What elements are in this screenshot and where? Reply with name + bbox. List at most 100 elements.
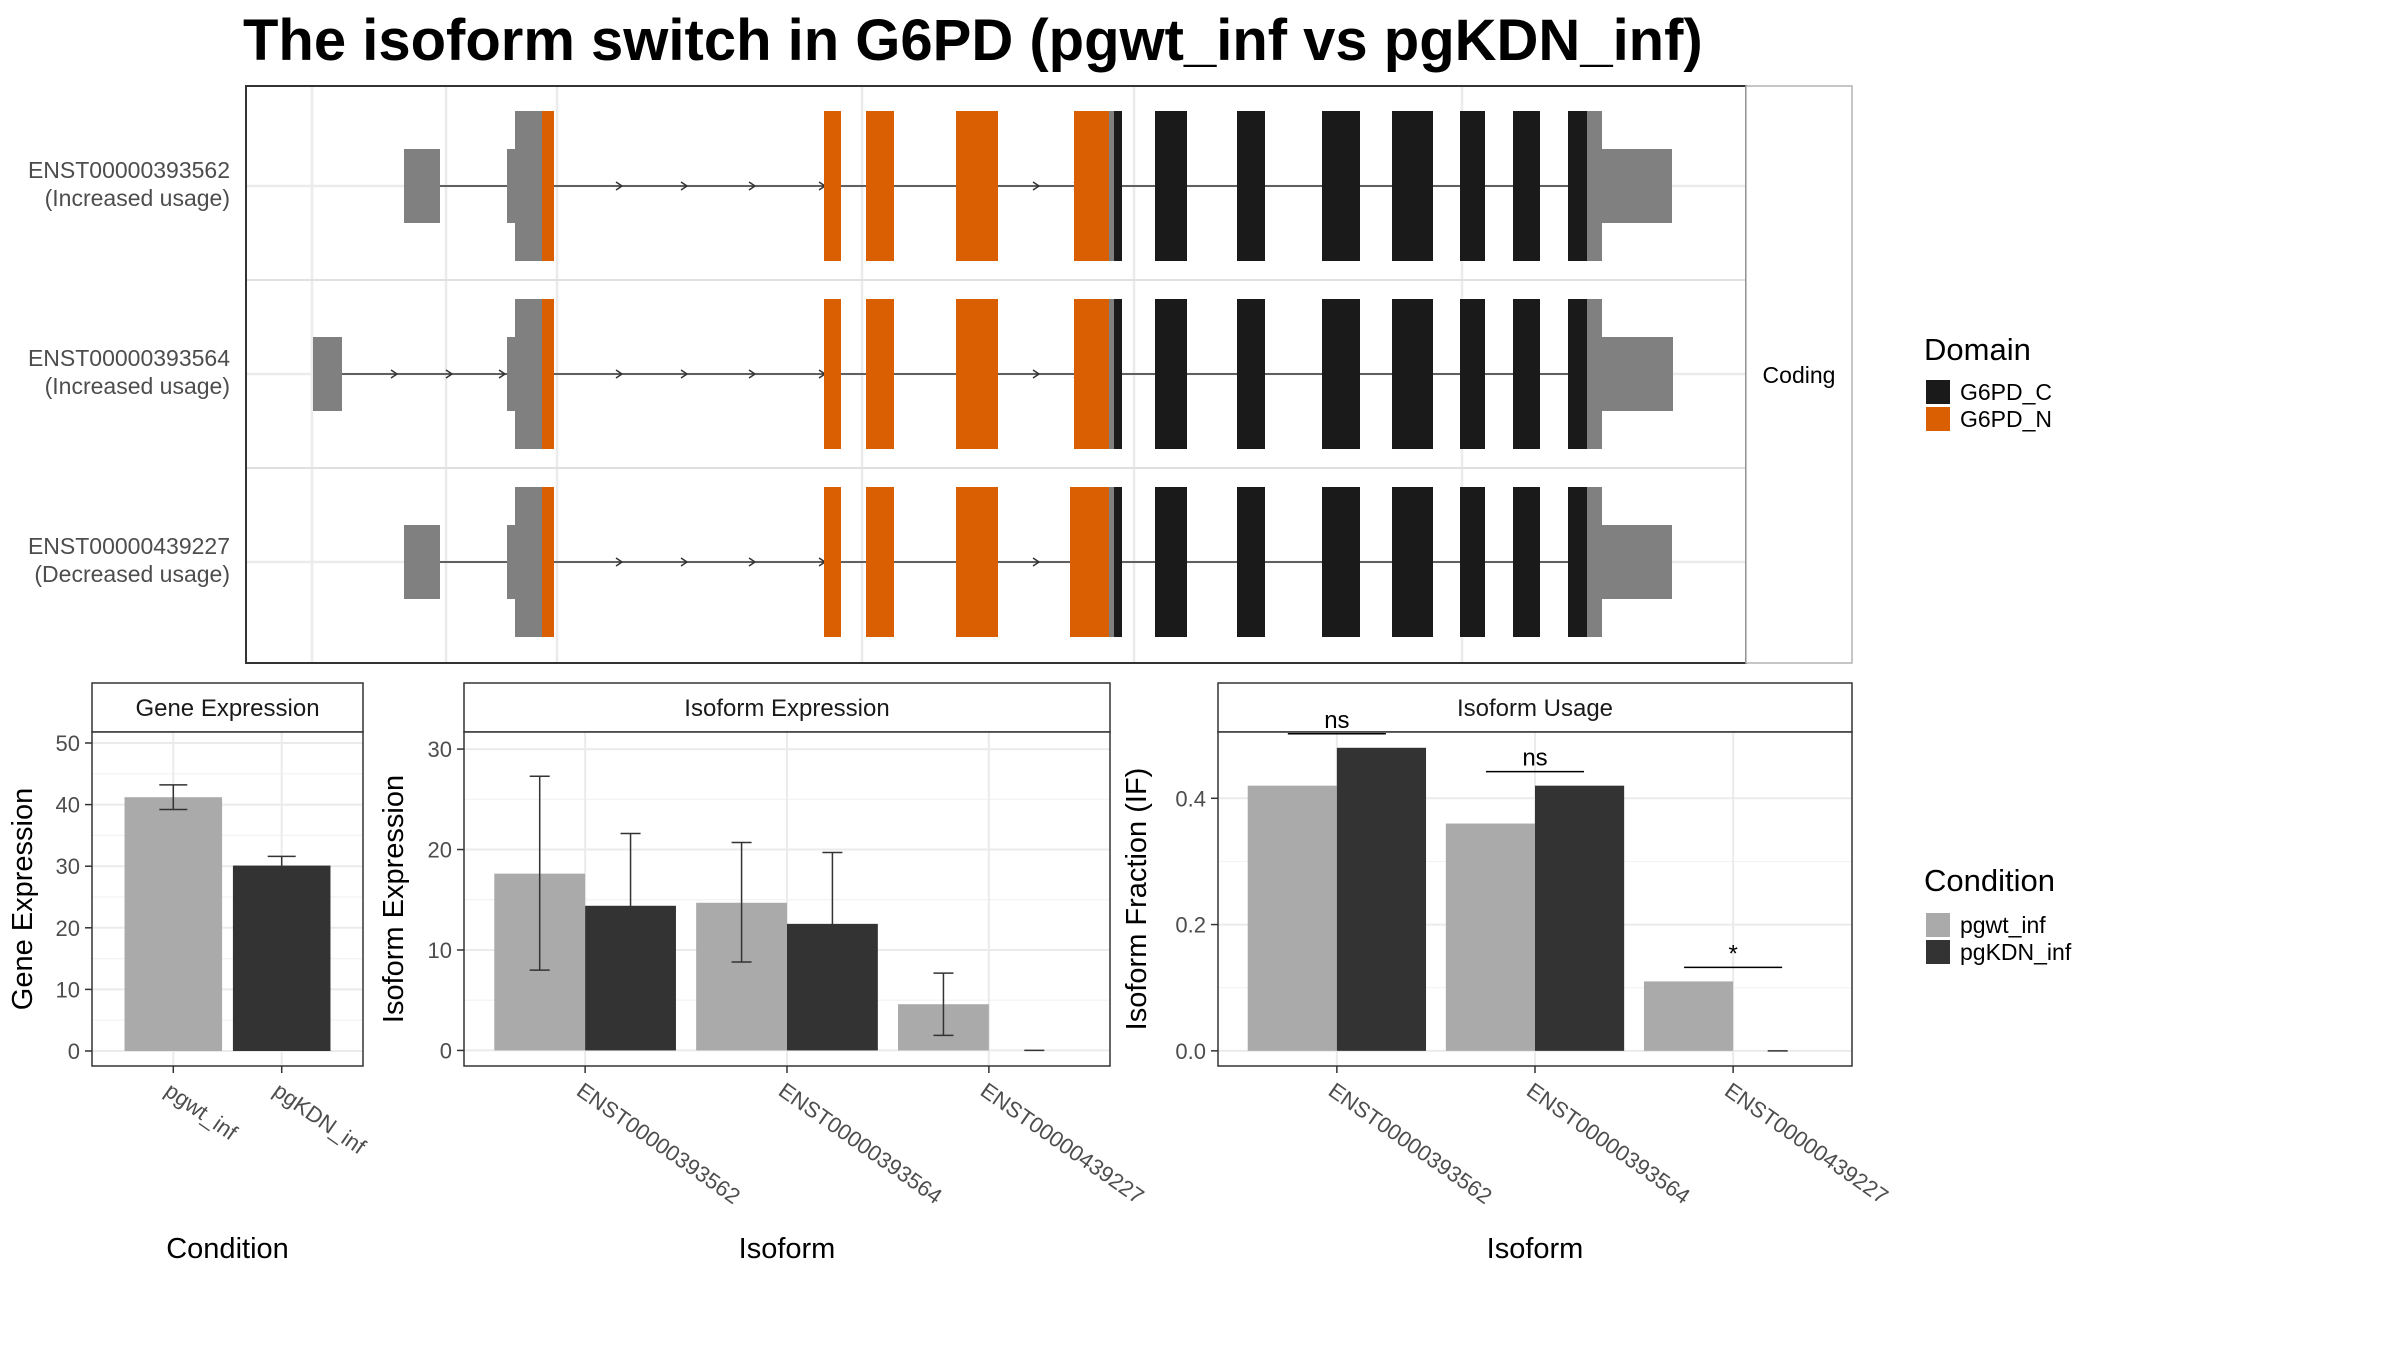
utr-exon bbox=[1109, 111, 1114, 261]
isoform-expression-panel: Isoform Expression 0 10 20 30 ENST00000393562… bbox=[378, 682, 1149, 1265]
utr-exon bbox=[507, 149, 516, 223]
intron-arrow bbox=[445, 369, 454, 379]
g6pd-n-exon bbox=[956, 487, 998, 637]
y-tick-label: 30 bbox=[428, 737, 452, 762]
g6pd-n-exon bbox=[542, 487, 554, 637]
y-tick-label: 50 bbox=[56, 731, 80, 756]
g6pd-c-exon bbox=[1155, 299, 1187, 449]
g6pd-n-exon bbox=[866, 111, 894, 261]
panel-strip bbox=[1217, 682, 1853, 733]
intron-arrow bbox=[1032, 369, 1041, 379]
g6pd-c-exon bbox=[1114, 111, 1122, 261]
y-tick-label: 20 bbox=[428, 838, 452, 863]
utr-exon bbox=[1601, 149, 1672, 223]
domain-legend-key bbox=[1926, 407, 1950, 431]
g6pd-c-exon bbox=[1237, 299, 1265, 449]
g6pd-c-exon bbox=[1392, 487, 1433, 637]
intron-arrow bbox=[615, 557, 624, 567]
g6pd-c-exon bbox=[1460, 299, 1485, 449]
condition-legend-key bbox=[1926, 913, 1950, 937]
utr-exon bbox=[1601, 337, 1673, 411]
y-axis-title: Isoform Expression bbox=[378, 775, 410, 1023]
intron-arrow bbox=[748, 369, 757, 379]
structure-facet-label: Coding bbox=[1763, 362, 1836, 388]
g6pd-c-exon bbox=[1513, 111, 1540, 261]
panel-strip-label: Gene Expression bbox=[135, 695, 319, 722]
intron-arrow bbox=[680, 181, 689, 191]
figure-title: The isoform switch in G6PD (pgwt_inf vs … bbox=[243, 8, 1703, 73]
domain-legend-title: Domain bbox=[1924, 332, 2031, 367]
utr-exon bbox=[515, 299, 543, 449]
isoform-row-label: ENST00000439227 bbox=[28, 533, 230, 559]
g6pd-c-exon bbox=[1460, 487, 1485, 637]
isoform-row-note: (Increased usage) bbox=[45, 185, 230, 211]
g6pd-c-exon bbox=[1392, 111, 1433, 261]
intron-arrow bbox=[498, 369, 507, 379]
g6pd-c-exon bbox=[1568, 487, 1587, 637]
isoform-row-note: (Decreased usage) bbox=[34, 561, 230, 587]
utr-exon bbox=[404, 149, 440, 223]
g6pd-c-exon bbox=[1460, 111, 1485, 261]
x-tick-label: pgKDN_inf bbox=[269, 1078, 371, 1160]
x-tick-label: pgwt_inf bbox=[160, 1078, 242, 1146]
x-axis-title: Condition bbox=[166, 1233, 289, 1265]
intron-arrow bbox=[615, 181, 624, 191]
g6pd-c-exon bbox=[1322, 111, 1360, 261]
g6pd-c-exon bbox=[1568, 299, 1587, 449]
utr-exon bbox=[404, 525, 440, 599]
bar-pgKDN_inf bbox=[1535, 785, 1625, 1051]
g6pd-n-exon bbox=[1074, 299, 1109, 449]
intron-arrow bbox=[1032, 181, 1041, 191]
structure-facet-strip bbox=[1745, 85, 1853, 664]
g6pd-c-exon bbox=[1513, 299, 1540, 449]
x-tick-label: ENST00000393564 bbox=[774, 1078, 947, 1209]
utr-exon bbox=[1587, 487, 1602, 637]
g6pd-c-exon bbox=[1392, 299, 1433, 449]
domain-legend-label: G6PD_N bbox=[1960, 406, 2052, 432]
panel-strip-label: Isoform Expression bbox=[684, 695, 889, 722]
g6pd-n-exon bbox=[542, 111, 554, 261]
utr-exon bbox=[1109, 487, 1114, 637]
intron-arrow bbox=[615, 369, 624, 379]
g6pd-c-exon bbox=[1322, 487, 1360, 637]
g6pd-n-exon bbox=[542, 299, 554, 449]
y-axis-title: Gene Expression bbox=[7, 788, 39, 1010]
bar-pgKDN_inf bbox=[1336, 747, 1427, 1051]
g6pd-n-exon bbox=[956, 111, 998, 261]
utr-exon bbox=[1109, 299, 1114, 449]
g6pd-n-exon bbox=[866, 299, 894, 449]
isoform-usage-panel: Isoform Usage ns ns * 0.0 0.2 0.4 ENST000003935… bbox=[1121, 682, 1893, 1265]
g6pd-c-exon bbox=[1237, 111, 1265, 261]
x-axis-title: Isoform bbox=[739, 1233, 836, 1265]
x-tick-label: ENST00000439227 bbox=[976, 1078, 1149, 1209]
y-tick-label: 0.2 bbox=[1175, 913, 1206, 938]
x-axis-title: Isoform bbox=[1487, 1233, 1584, 1265]
bar-pgwt_inf bbox=[124, 797, 223, 1051]
g6pd-c-exon bbox=[1114, 299, 1122, 449]
isoform-row-label: ENST00000393564 bbox=[28, 345, 230, 371]
significance-label: ns bbox=[1324, 707, 1349, 734]
y-tick-label: 0.0 bbox=[1175, 1039, 1206, 1064]
panel-border bbox=[91, 731, 364, 1067]
g6pd-c-exon bbox=[1237, 487, 1265, 637]
condition-legend-label: pgwt_inf bbox=[1960, 912, 2046, 938]
utr-exon bbox=[1587, 111, 1602, 261]
g6pd-c-exon bbox=[1568, 111, 1587, 261]
g6pd-n-exon bbox=[956, 299, 998, 449]
y-tick-label: 0.4 bbox=[1175, 786, 1206, 811]
utr-exon bbox=[515, 111, 543, 261]
x-tick-label: ENST00000393564 bbox=[1522, 1078, 1695, 1209]
bar-pgKDN_inf bbox=[232, 865, 331, 1051]
intron-arrow bbox=[1032, 557, 1041, 567]
bar-pgwt_inf bbox=[1643, 981, 1734, 1051]
utr-exon bbox=[507, 337, 516, 411]
y-tick-label: 0 bbox=[68, 1039, 80, 1064]
x-tick-label: ENST00000393562 bbox=[1324, 1078, 1497, 1209]
domain-legend-key bbox=[1926, 380, 1950, 404]
utr-exon bbox=[1601, 525, 1672, 599]
bar-pgwt_inf bbox=[1445, 823, 1535, 1051]
